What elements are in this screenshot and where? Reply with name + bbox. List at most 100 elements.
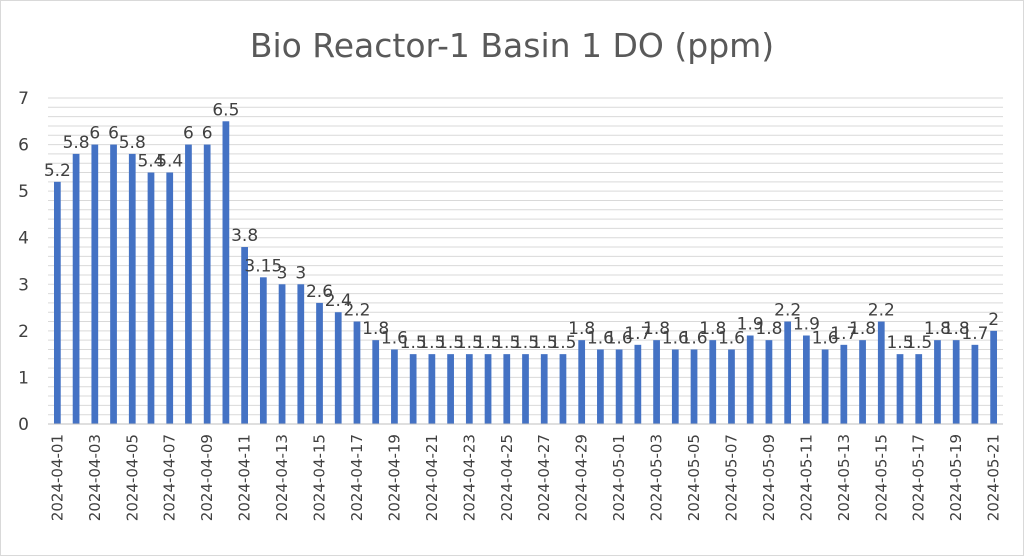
data-label: 1.5 [437,333,464,353]
bar [259,277,267,424]
bar [634,344,642,424]
data-label: 1.9 [737,315,764,335]
bar [821,349,829,424]
bar [465,354,473,424]
x-tick-label: 2024-05-11 [797,434,815,521]
bar [653,340,660,424]
bar [185,144,192,424]
x-tick-label: 2024-04-15 [311,434,329,521]
bar [934,340,941,424]
y-tick-label: 1 [18,368,29,388]
data-label: 3 [277,263,288,283]
data-label: 5.4 [156,152,183,172]
x-tick-label: 2024-04-25 [498,434,516,521]
data-label: 1.5 [549,333,576,353]
bar [522,354,529,424]
x-tick-label: 2024-04-07 [161,434,179,521]
x-tick-label: 2024-04-03 [86,434,104,521]
bar [297,284,305,424]
x-tick-label: 2024-05-09 [760,434,778,521]
bar [128,153,136,424]
bar [72,153,80,424]
data-label: 6.5 [212,100,239,120]
y-tick-label: 7 [18,89,29,109]
bar [334,312,342,424]
data-label: 1.5 [475,333,502,353]
x-tick-label: 2024-05-19 [947,434,965,521]
y-tick-label: 2 [18,322,29,342]
data-label: 1.5 [418,333,445,353]
data-label: 1.6 [662,328,689,348]
bar [915,354,923,424]
bar [241,247,248,424]
bar [896,354,904,424]
data-label: 3.8 [231,226,258,246]
y-tick-label: 6 [18,136,29,156]
bar [765,340,773,424]
y-tick-label: 5 [18,182,29,202]
y-axis-ticks: 0 1 2 3 4 5 6 7 [18,89,29,435]
data-label: 2.2 [868,301,895,321]
data-label: 1.5 [493,333,520,353]
data-label: 1.9 [793,315,820,335]
bar [690,349,698,424]
y-tick-label: 3 [18,275,29,295]
x-tick-label: 2024-05-07 [722,434,740,521]
data-label: 3.15 [244,256,282,276]
x-tick-label: 2024-05-01 [610,434,628,521]
x-tick-label: 2024-04-17 [348,434,366,521]
bar [316,302,323,424]
bar [709,340,717,424]
chart-title: Bio Reactor-1 Basin 1 DO (ppm) [250,26,774,65]
bar [372,340,380,424]
y-tick-label: 0 [18,415,29,435]
data-label: 3 [295,263,306,283]
data-label: 2.6 [306,282,333,302]
data-label: 1.8 [699,319,726,339]
data-label: 1.6 [606,328,633,348]
bar [391,349,398,424]
bar [859,340,866,424]
data-label: 1.5 [905,333,932,353]
x-tick-label: 2024-05-03 [648,434,666,521]
data-labels: 5.25.8 6 6 5.85.45.46 66.53.83.153 32.62.42.2… [44,100,999,353]
bar [409,354,417,424]
bar [353,321,361,424]
bar [222,121,230,424]
data-label: 5.2 [44,161,71,181]
bar [278,284,286,424]
x-tick-label: 2024-04-01 [48,434,66,521]
data-label: 2.2 [343,301,370,321]
bar [53,181,61,424]
bar [503,354,511,424]
bar [559,354,567,424]
data-label: 5.8 [63,133,90,153]
bar [540,354,548,424]
data-label: 2.4 [325,291,352,311]
bars [53,121,998,424]
data-label: 1.8 [924,319,951,339]
data-label: 2.2 [774,301,801,321]
x-tick-label: 2024-04-09 [198,434,216,521]
bar [990,330,998,424]
bar [803,335,810,424]
x-tick-label: 2024-04-29 [573,434,591,521]
data-label: 5.8 [119,133,146,153]
data-label: 1.5 [886,333,913,353]
data-label: 1.6 [812,328,839,348]
data-label: 1.8 [568,319,595,339]
x-axis-ticks: 2024-04-01 2024-04-03 2024-04-05 2024-04-07… [48,434,1002,521]
data-label: 1.6 [381,328,408,348]
data-label: 6 [202,124,213,144]
data-label: 6 [108,124,119,144]
data-label: 1.5 [456,333,483,353]
data-label: 1.8 [643,319,670,339]
data-label: 2 [988,310,999,330]
bar [166,172,174,424]
bar [578,340,586,424]
data-label: 6 [89,124,100,144]
data-label: 1.8 [849,319,876,339]
data-label: 1.6 [718,328,745,348]
bar [615,349,623,424]
